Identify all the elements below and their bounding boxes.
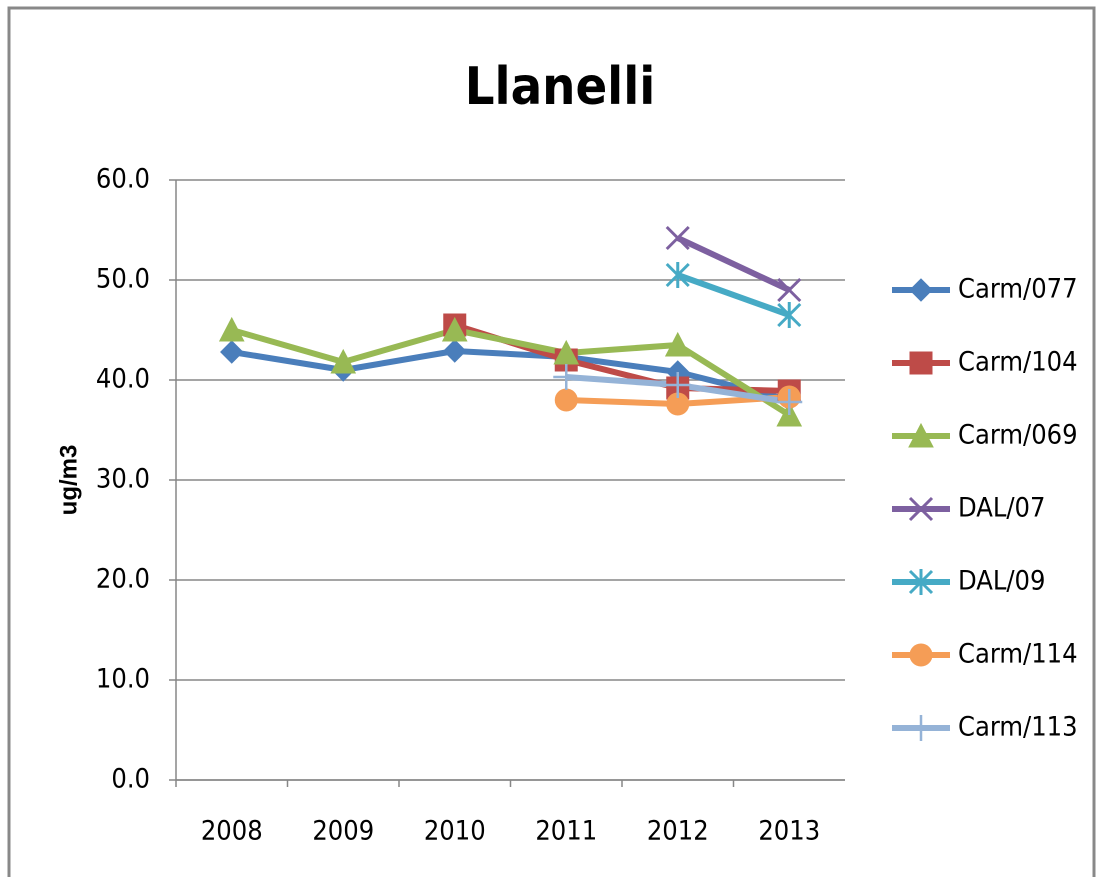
marker [443, 339, 467, 363]
marker [665, 262, 690, 288]
marker [665, 225, 690, 251]
marker [666, 392, 690, 416]
legend-label: Carm/104 [958, 347, 1078, 378]
marker [777, 277, 802, 303]
y-tick-label: 60.0 [96, 164, 150, 195]
y-tick-label: 30.0 [96, 464, 150, 495]
marker [909, 643, 933, 667]
marker [908, 569, 934, 595]
marker [909, 351, 933, 375]
y-axis-label: ug/m3 [55, 445, 82, 516]
y-tick-label: 10.0 [96, 664, 150, 695]
legend-label: Carm/113 [958, 712, 1078, 743]
series-line [230, 327, 791, 418]
y-tick-label: 40.0 [96, 364, 150, 395]
marker [908, 715, 934, 741]
series-line [676, 235, 791, 293]
marker [664, 372, 691, 398]
y-tick-label: 20.0 [96, 564, 150, 595]
x-tick-label: 2009 [312, 816, 374, 847]
marker [777, 302, 802, 328]
legend-label: DAL/07 [958, 493, 1045, 524]
x-tick-label: 2012 [647, 816, 709, 847]
y-tick-label: 50.0 [96, 264, 150, 295]
series-line [676, 272, 791, 318]
y-tick-label: 0.0 [111, 764, 150, 795]
x-tick-label: 2010 [424, 816, 486, 847]
marker [554, 388, 578, 412]
marker [218, 316, 245, 342]
x-tick-label: 2013 [758, 816, 820, 847]
x-tick-label: 2008 [201, 816, 263, 847]
chart-frame [7, 6, 1096, 877]
marker [220, 340, 244, 364]
x-tick-label: 2011 [535, 816, 597, 847]
legend-label: Carm/069 [958, 420, 1078, 451]
marker [664, 331, 691, 357]
marker [441, 316, 468, 342]
chart-title: Llanelli [465, 57, 656, 117]
marker [330, 348, 357, 374]
legend-label: Carm/114 [958, 639, 1078, 670]
marker [908, 496, 934, 522]
legend-label: DAL/09 [958, 566, 1045, 597]
legend-label: Carm/077 [958, 274, 1078, 305]
marker [553, 364, 580, 390]
series-line [231, 348, 790, 403]
marker [909, 278, 933, 302]
marker [908, 422, 934, 448]
marker [776, 389, 803, 415]
